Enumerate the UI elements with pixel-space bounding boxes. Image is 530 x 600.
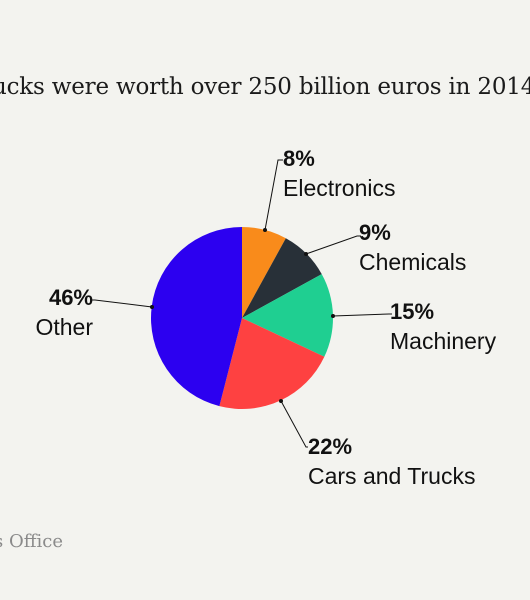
chart-title: ucks were worth over 250 billion euros i… bbox=[0, 74, 530, 100]
leader-line bbox=[280, 400, 308, 448]
slice-percent-label: 9% bbox=[359, 220, 391, 245]
leader-dot bbox=[263, 228, 267, 232]
leader-dot bbox=[331, 314, 335, 318]
leader-dot bbox=[279, 399, 283, 403]
pie-slice-chemicals bbox=[242, 238, 322, 318]
slice-percent-label: 8% bbox=[283, 146, 315, 171]
pie-slice-machinery bbox=[242, 274, 333, 357]
leader-lines bbox=[92, 159, 392, 448]
slice-name-label: Other bbox=[35, 314, 93, 340]
leader-line bbox=[264, 159, 283, 231]
slice-name-label: Electronics bbox=[283, 175, 395, 201]
leader-line bbox=[305, 235, 361, 255]
slice-name-label: Chemicals bbox=[359, 249, 466, 275]
leader-line bbox=[92, 299, 153, 308]
slice-labels: 8% Electronics 9% Chemicals 15% Machinery 22% C… bbox=[35, 146, 496, 489]
slice-name-label: Machinery bbox=[390, 328, 497, 354]
pie-slice-electronics bbox=[242, 227, 286, 318]
pie-slices bbox=[150, 227, 333, 410]
leader-dot bbox=[304, 252, 308, 256]
pie-slice-other bbox=[150, 227, 242, 407]
slice-percent-label: 22% bbox=[308, 434, 352, 459]
slice-percent-label: 46% bbox=[49, 285, 93, 310]
leader-dot bbox=[150, 305, 154, 309]
slice-percent-label: 15% bbox=[390, 299, 434, 324]
pie-slice-cars-and-trucks bbox=[219, 318, 325, 410]
slice-name-label: Cars and Trucks bbox=[308, 463, 475, 489]
source-note: s Office bbox=[0, 531, 63, 552]
leader-line bbox=[332, 313, 392, 317]
